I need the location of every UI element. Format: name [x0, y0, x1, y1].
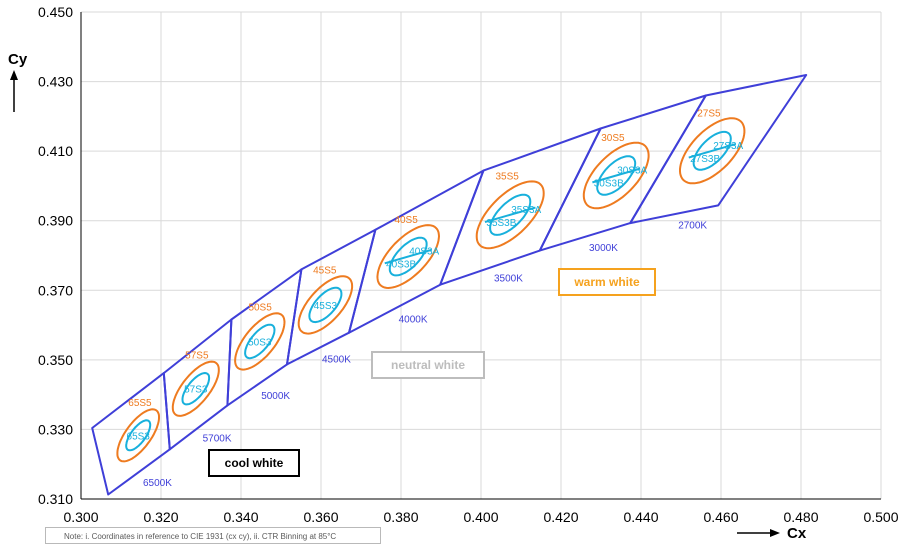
step3b-label: 27S3B — [690, 154, 720, 165]
split-line — [484, 206, 536, 224]
ellipse-50S5 — [234, 312, 286, 371]
step5-label: 65S5 — [128, 398, 152, 409]
x-tick-label: 0.360 — [303, 509, 338, 525]
step5-label: 40S5 — [394, 215, 418, 226]
ellipse-40S5 — [376, 224, 441, 290]
x-axis-title: Cx — [787, 525, 807, 542]
step3b-label: 35S3B — [486, 218, 516, 229]
cct-label: 5000K — [261, 391, 290, 402]
x-tick-label: 0.380 — [383, 509, 418, 525]
y-tick-label: 0.430 — [38, 74, 73, 90]
step3a-label: 27S3A — [713, 141, 743, 152]
x-tick-label: 0.400 — [463, 509, 498, 525]
y-axis-arrow-icon — [10, 70, 18, 112]
ellipse-30S5 — [582, 141, 650, 210]
y-tick-label: 0.450 — [38, 4, 73, 20]
step3b-label: 30S3B — [594, 178, 624, 189]
cct-bin-4500K — [286, 228, 377, 366]
ellipse-57S5 — [171, 360, 220, 417]
step5-label: 30S5 — [601, 133, 625, 144]
zone-label-cool: cool white — [225, 456, 284, 470]
cct-quadrangles — [91, 74, 808, 496]
step3a-label: 40S3A — [409, 247, 439, 258]
axes — [80, 12, 881, 500]
cct-bin-2700K — [629, 74, 808, 225]
x-tick-label: 0.420 — [543, 509, 578, 525]
chart-note: Note: i. Coordinates in reference to CIE… — [45, 527, 381, 544]
x-tick-label: 0.500 — [863, 509, 898, 525]
step5-label: 27S5 — [697, 108, 721, 119]
zone-warm-white: warm white — [558, 268, 656, 296]
cct-label: 5700K — [203, 433, 232, 444]
x-tick-label: 0.340 — [223, 509, 258, 525]
y-tick-label: 0.350 — [38, 352, 73, 368]
ellipse-27S3A — [692, 130, 732, 171]
ellipse-45S3 — [308, 286, 343, 324]
zone-neutral-white: neutral white — [371, 351, 485, 379]
ellipse-65S3 — [125, 419, 152, 452]
x-tick-label: 0.320 — [143, 509, 178, 525]
cct-label: 3500K — [494, 274, 523, 285]
split-line — [592, 167, 641, 184]
step3a-label: 30S3A — [617, 165, 647, 176]
x-tick-label: 0.440 — [623, 509, 658, 525]
step3-label: 57S3 — [184, 385, 208, 396]
y-axis-title: Cy — [8, 51, 28, 68]
ellipse-65S5 — [116, 408, 160, 463]
step3-label: 45S3 — [314, 301, 338, 312]
step5-label: 35S5 — [495, 171, 519, 182]
split-line — [384, 248, 432, 265]
step5-label: 45S5 — [313, 266, 337, 277]
ellipse-35S5 — [475, 180, 545, 250]
step5-label: 50S5 — [248, 302, 272, 313]
x-tick-label: 0.480 — [783, 509, 818, 525]
step3b-label: 40S3B — [386, 260, 416, 271]
cct-label: 4500K — [322, 355, 351, 366]
cct-label: 4000K — [399, 315, 428, 326]
ellipse-27S5 — [679, 117, 746, 185]
step3-label: 50S3 — [248, 337, 272, 348]
ellipse-35S3A — [489, 193, 532, 236]
zone-label-neutral: neutral white — [391, 358, 465, 372]
bin-labels: 6500K 5700K 5000K 4500K 4000K 3500K 3000K 2700K… — [127, 108, 744, 488]
y-tick-label: 0.390 — [38, 213, 73, 229]
cct-label: 2700K — [678, 220, 707, 231]
y-tick-label: 0.410 — [38, 143, 73, 159]
cct-label: 6500K — [143, 478, 172, 489]
zone-label-warm: warm white — [573, 275, 640, 289]
y-tick-label: 0.330 — [38, 421, 73, 437]
x-axis-arrow-icon — [737, 529, 780, 537]
x-tick-label: 0.460 — [703, 509, 738, 525]
y-tick-label: 0.370 — [38, 282, 73, 298]
macadam-ellipses — [116, 117, 746, 463]
split-line — [688, 143, 736, 159]
zone-cool-white: cool white — [208, 449, 300, 477]
cct-label: 3000K — [589, 243, 618, 254]
y-tick-label: 0.310 — [38, 491, 73, 507]
ellipse-50S3 — [244, 323, 276, 360]
ellipse-45S5 — [297, 275, 354, 335]
x-tick-label: 0.300 — [63, 509, 98, 525]
tick-labels: 0.310 0.330 0.350 0.370 0.390 0.410 0.430 0.450… — [38, 4, 899, 525]
step3a-label: 35S3A — [511, 205, 541, 216]
step3-label: 65S3 — [127, 431, 151, 442]
ellipse-57S3 — [181, 371, 211, 406]
step5-label: 57S5 — [185, 350, 209, 361]
ellipse-30S3A — [596, 155, 637, 196]
